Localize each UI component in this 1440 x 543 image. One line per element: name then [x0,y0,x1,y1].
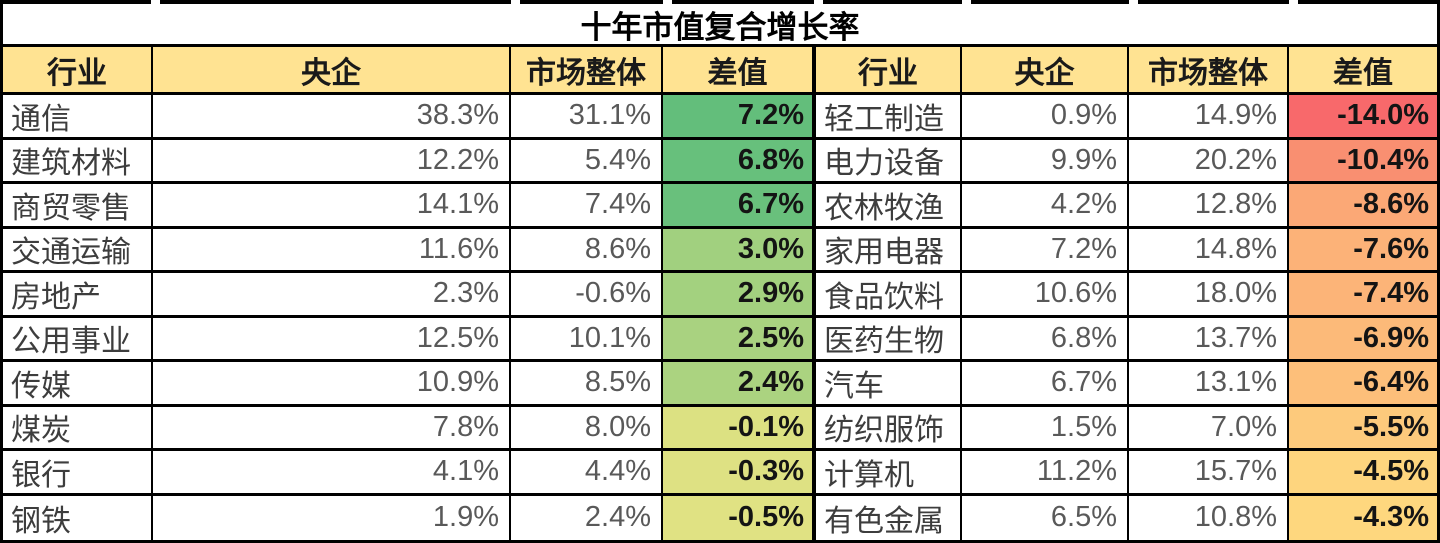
cell-left-industry: 建筑材料 [3,139,153,184]
cell-left-diff: 2.5% [663,317,814,362]
cell-left-diff: 6.8% [663,139,814,184]
cell-left-industry: 房地产 [3,273,153,318]
cell-right-market: 18.0% [1129,273,1289,318]
cell-right-diff: -4.5% [1289,451,1437,496]
header-industry-right: 行业 [814,47,962,95]
cell-left-central: 7.8% [153,406,511,451]
cell-left-market: 8.0% [511,406,663,451]
cell-right-central: 10.6% [962,273,1129,318]
column-tick [151,0,160,5]
cell-left-industry: 银行 [3,451,153,496]
header-central-right: 央企 [962,47,1129,95]
cell-left-diff: -0.5% [663,495,814,540]
cell-right-industry: 汽车 [814,362,962,407]
header-industry-left: 行业 [3,47,153,95]
cell-left-central: 2.3% [153,273,511,318]
cell-right-market: 7.0% [1129,406,1289,451]
cell-left-industry: 传媒 [3,362,153,407]
cell-left-central: 1.9% [153,495,511,540]
cell-left-diff: -0.3% [663,451,814,496]
cell-right-diff: -7.6% [1289,228,1437,273]
column-tick [814,0,823,5]
header-market-left: 市场整体 [511,47,663,95]
cell-right-diff: -10.4% [1289,139,1437,184]
cell-right-diff: -8.6% [1289,184,1437,229]
cell-right-diff: -4.3% [1289,495,1437,540]
cell-left-industry: 通信 [3,95,153,140]
cell-left-industry: 交通运输 [3,228,153,273]
cell-left-central: 38.3% [153,95,511,140]
column-tick [962,0,971,5]
cell-right-market: 12.8% [1129,184,1289,229]
cell-left-central: 12.2% [153,139,511,184]
header-diff-right: 差值 [1289,47,1437,95]
cell-right-diff: -6.4% [1289,362,1437,407]
cell-right-industry: 纺织服饰 [814,406,962,451]
cell-left-industry: 商贸零售 [3,184,153,229]
cell-right-industry: 计算机 [814,451,962,496]
cell-right-industry: 医药生物 [814,317,962,362]
column-tick [511,0,520,5]
cell-right-market: 14.8% [1129,228,1289,273]
cell-left-diff: 3.0% [663,228,814,273]
cell-right-market: 13.7% [1129,317,1289,362]
cell-right-central: 11.2% [962,451,1129,496]
cell-left-market: -0.6% [511,273,663,318]
cell-right-central: 6.5% [962,495,1129,540]
table-title: 十年市值复合增长率 [3,4,1437,47]
cell-left-industry: 钢铁 [3,495,153,540]
cell-left-market: 7.4% [511,184,663,229]
cell-right-diff: -5.5% [1289,406,1437,451]
cell-left-diff: 2.9% [663,273,814,318]
cell-right-industry: 有色金属 [814,495,962,540]
cell-left-market: 5.4% [511,139,663,184]
cell-left-market: 4.4% [511,451,663,496]
cell-right-diff: -7.4% [1289,273,1437,318]
cell-right-industry: 家用电器 [814,228,962,273]
cell-left-market: 2.4% [511,495,663,540]
cell-left-market: 8.6% [511,228,663,273]
cell-right-market: 10.8% [1129,495,1289,540]
cell-right-central: 9.9% [962,139,1129,184]
column-tick [663,0,672,5]
cell-right-diff: -6.9% [1289,317,1437,362]
cell-right-central: 6.8% [962,317,1129,362]
cell-left-diff: 6.7% [663,184,814,229]
cell-left-industry: 公用事业 [3,317,153,362]
cell-left-central: 10.9% [153,362,511,407]
cell-left-diff: 7.2% [663,95,814,140]
cell-right-central: 6.7% [962,362,1129,407]
column-tick [1129,0,1138,5]
header-market-right: 市场整体 [1129,47,1289,95]
cell-right-industry: 电力设备 [814,139,962,184]
cell-left-central: 11.6% [153,228,511,273]
cell-left-central: 14.1% [153,184,511,229]
header-diff-left: 差值 [663,47,814,95]
cell-right-central: 7.2% [962,228,1129,273]
column-tick [1289,0,1298,5]
table-grid: 十年市值复合增长率 行业 央企 市场整体 差值 行业 央企 市场整体 差值 通信… [3,4,1437,540]
cell-left-market: 10.1% [511,317,663,362]
cell-right-industry: 农林牧渔 [814,184,962,229]
cell-right-central: 0.9% [962,95,1129,140]
cell-left-diff: 2.4% [663,362,814,407]
cell-right-market: 15.7% [1129,451,1289,496]
cell-right-diff: -14.0% [1289,95,1437,140]
cell-left-diff: -0.1% [663,406,814,451]
cell-left-central: 12.5% [153,317,511,362]
cell-right-market: 20.2% [1129,139,1289,184]
cell-right-industry: 食品饮料 [814,273,962,318]
cell-right-central: 4.2% [962,184,1129,229]
header-central-left: 央企 [153,47,511,95]
cell-right-industry: 轻工制造 [814,95,962,140]
cell-right-central: 1.5% [962,406,1129,451]
cell-left-market: 8.5% [511,362,663,407]
cell-left-market: 31.1% [511,95,663,140]
cell-right-market: 14.9% [1129,95,1289,140]
cell-right-market: 13.1% [1129,362,1289,407]
cell-left-industry: 煤炭 [3,406,153,451]
cell-left-central: 4.1% [153,451,511,496]
